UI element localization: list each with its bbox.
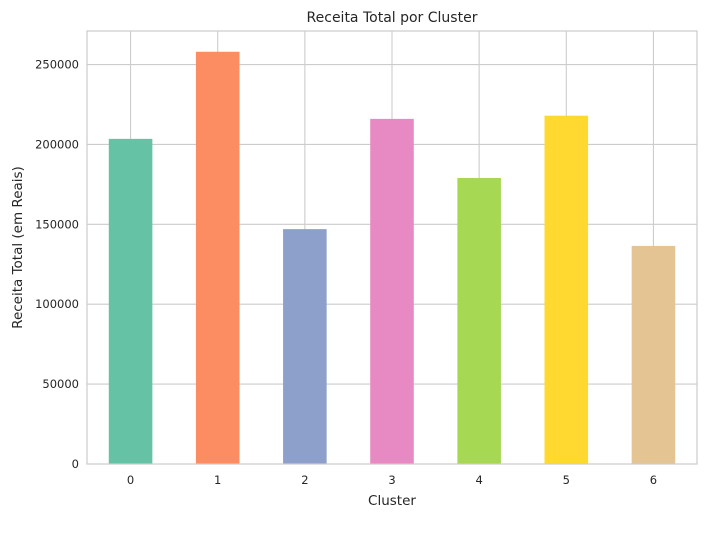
bar-cluster-5 <box>544 115 589 465</box>
x-axis-label: Cluster <box>368 493 416 509</box>
x-tick-label: 3 <box>388 473 395 487</box>
bar-cluster-0 <box>108 138 153 464</box>
y-tick-label: 150000 <box>35 217 79 231</box>
bar-cluster-6 <box>631 245 676 464</box>
bar-cluster-1 <box>195 51 240 465</box>
bar-cluster-4 <box>457 177 501 464</box>
x-tick-label: 5 <box>563 473 570 487</box>
y-tick-label: 250000 <box>35 58 79 72</box>
x-tick-label: 1 <box>214 473 221 487</box>
x-axis-ticks: 0 1 2 3 4 5 6 <box>127 473 657 487</box>
x-tick-label: 0 <box>127 473 134 487</box>
y-tick-label: 0 <box>72 457 79 471</box>
plot-frame <box>86 30 698 465</box>
y-tick-label: 100000 <box>35 297 79 311</box>
x-tick-label: 6 <box>650 473 657 487</box>
bars <box>108 51 676 465</box>
y-axis-label: Receita Total (em Reais) <box>10 166 26 329</box>
y-axis-ticks: 0 50000 100000 150000 200000 250000 <box>35 58 79 471</box>
y-tick-label: 200000 <box>35 137 79 151</box>
x-tick-label: 4 <box>475 473 482 487</box>
bar-cluster-3 <box>370 118 414 464</box>
bar-cluster-2 <box>283 229 327 464</box>
y-tick-label: 50000 <box>42 377 79 391</box>
chart-title: Receita Total por Cluster <box>307 10 478 26</box>
x-tick-label: 2 <box>301 473 308 487</box>
